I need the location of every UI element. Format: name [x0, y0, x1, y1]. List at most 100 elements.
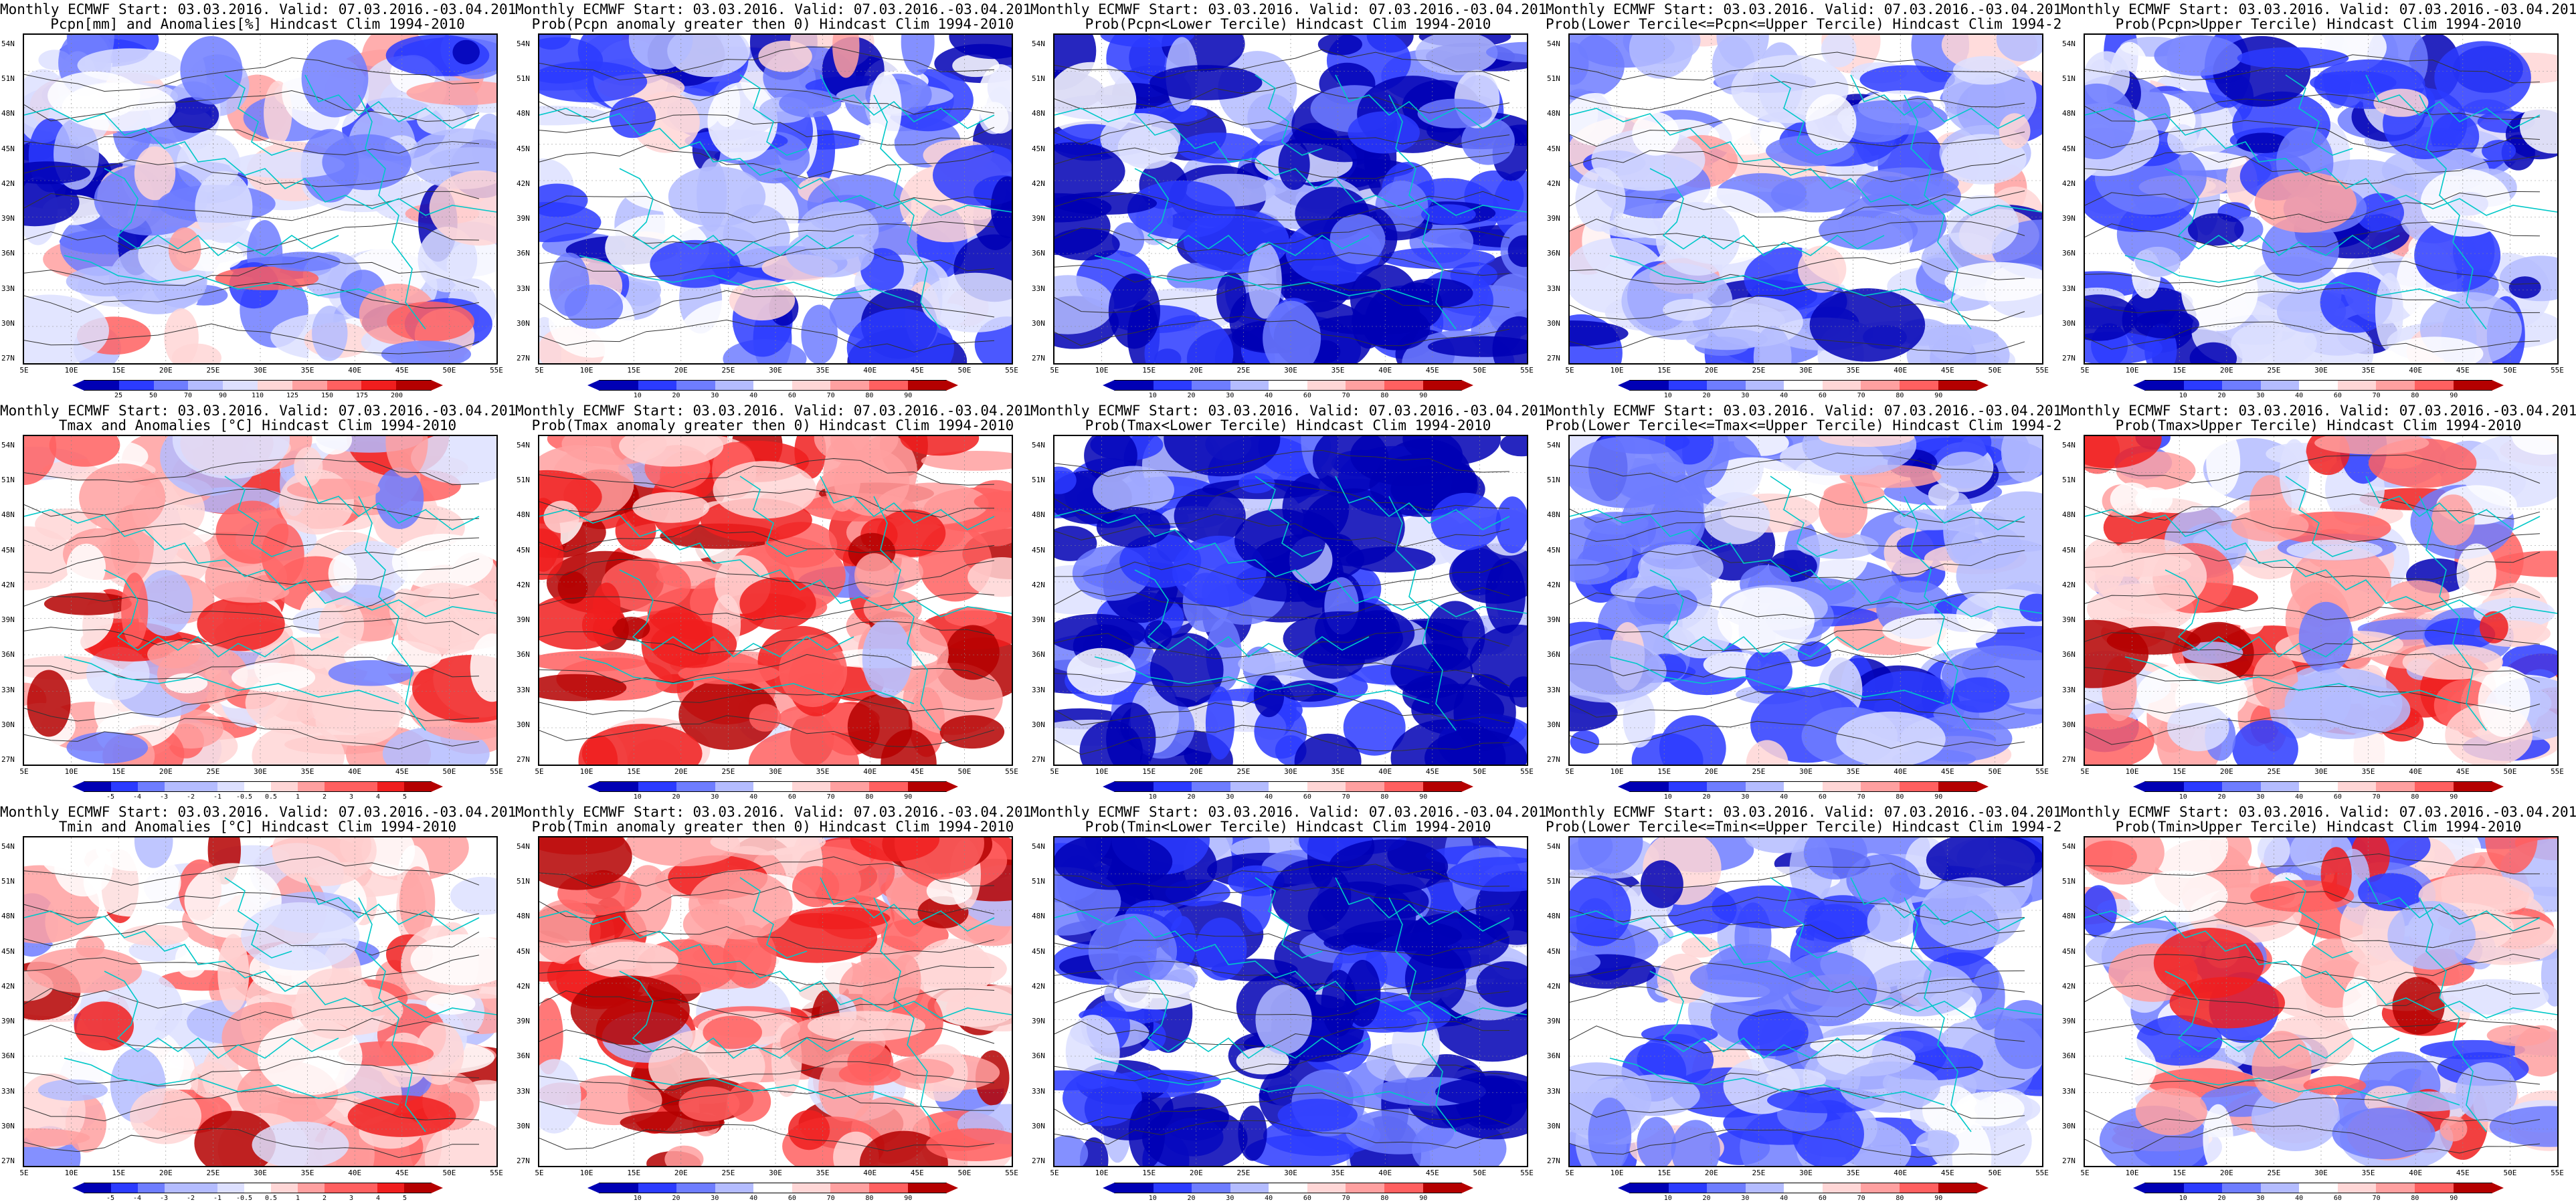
- field-cell: [1415, 35, 1498, 76]
- field-cell: [926, 876, 973, 905]
- latitude-label: 30N: [517, 720, 530, 729]
- field-cell: [426, 993, 476, 1015]
- coastline: [619, 168, 854, 257]
- field-cell: [1238, 651, 1306, 676]
- contour-line: [539, 525, 995, 554]
- colorbar-swatch: [907, 1183, 947, 1193]
- field-cell: [1321, 969, 1357, 1037]
- latitude-label: 48N: [2062, 510, 2076, 520]
- colorbar-swatch: [1861, 1183, 1900, 1193]
- longitude-label: 5E: [535, 366, 544, 375]
- longitude-label: 50E: [957, 767, 972, 776]
- colorbar-tick-label: 60: [1818, 392, 1827, 399]
- colorbar-tick-label: 30: [711, 1195, 719, 1202]
- colorbar-swatch: [351, 782, 378, 791]
- colorbar-tick-label: 20: [1702, 793, 1711, 801]
- latitude-label: 45N: [1547, 946, 1560, 956]
- latitude-label: 39N: [1, 615, 15, 625]
- colorbar-arrow-right: [2492, 380, 2504, 391]
- colorbar-swatch: [676, 381, 715, 390]
- contour-line: [24, 1056, 480, 1087]
- field-cell: [2203, 1104, 2233, 1166]
- field-cell: [24, 161, 91, 185]
- contour-line: [539, 1124, 995, 1152]
- longitude-label: 55E: [1520, 767, 1534, 776]
- latitude-label: 54N: [1032, 441, 1045, 449]
- forecast-panel: Monthly ECMWF Start: 03.03.2016. Valid: …: [515, 401, 1030, 803]
- colorbar-tick-label: 40: [1265, 1195, 1273, 1202]
- latitude-label: 42N: [1032, 580, 1045, 589]
- colorbar-tick-label: 40: [2295, 392, 2304, 399]
- latitude-label: 48N: [1, 109, 15, 118]
- latitude-label: 48N: [1, 912, 15, 921]
- map-field-svg: [2085, 436, 2557, 765]
- contour-line: [1054, 693, 1510, 726]
- field-cell: [2508, 276, 2541, 299]
- field-cell: [2310, 70, 2397, 94]
- contour-line: [2085, 1061, 2541, 1089]
- field-cell: [1278, 139, 1310, 190]
- colorbar-arrow-right: [2492, 781, 2504, 792]
- field-cell: [375, 467, 424, 529]
- field-cell: [2085, 1029, 2156, 1105]
- contour-line: [539, 1027, 995, 1054]
- contour-line: [539, 692, 995, 715]
- latitude-label: 45N: [1547, 545, 1560, 555]
- field-cell: [2254, 172, 2357, 233]
- colorbar-swatch: [715, 381, 754, 390]
- field-cell: [944, 607, 997, 627]
- coastline: [579, 255, 915, 303]
- colorbar-tick-label: 20: [1702, 392, 1711, 399]
- contour-line: [1054, 482, 1510, 516]
- field-cell: [229, 151, 345, 179]
- field-cell: [619, 436, 724, 467]
- panel-title-line1: Monthly ECMWF Start: 03.03.2016. Valid: …: [1030, 403, 1546, 419]
- coastline: [820, 877, 995, 932]
- field-cell: [429, 170, 496, 246]
- field-cell: [1999, 113, 2031, 149]
- field-cell: [406, 80, 496, 106]
- colorbar-tick-label: 90: [1419, 793, 1428, 801]
- field-cell: [1111, 222, 1145, 258]
- field-cell: [1283, 611, 1404, 666]
- field-cell: [2095, 538, 2207, 614]
- colorbar-tick-label: 20: [1187, 793, 1196, 801]
- longitude-label: 50E: [2503, 366, 2517, 375]
- contour-line: [1570, 325, 2025, 355]
- colorbar-swatch: [118, 381, 154, 390]
- colorbar-tick-label: 90: [904, 793, 913, 801]
- field-cell: [926, 1128, 1012, 1161]
- colorbar-swatch: [1899, 1183, 1938, 1193]
- longitude-label: 55E: [490, 767, 503, 776]
- contour-line: [539, 856, 995, 888]
- field-cell: [312, 681, 407, 734]
- field-cell: [593, 583, 621, 629]
- field-cell: [678, 679, 778, 750]
- colorbar-swatch: [1230, 1183, 1269, 1193]
- coastline: [1649, 168, 1885, 257]
- panel-title-line1: Monthly ECMWF Start: 03.03.2016. Valid: …: [0, 403, 515, 419]
- colorbar-tick-label: 30: [2256, 1195, 2265, 1202]
- field-cell: [859, 1130, 948, 1166]
- panel-title-line2: Prob(Pcpn>Upper Tercile) Hindcast Clim 1…: [2115, 16, 2522, 32]
- colorbar-ticks: 10 20 30 40 60 70 80 90: [599, 1195, 947, 1203]
- colorbar-swatch: [1938, 381, 1977, 390]
- coastline: [2165, 971, 2400, 1060]
- colorbar-ticks: 10 20 30 40 60 70 80 90: [2144, 1195, 2492, 1203]
- contour-line: [1570, 118, 2025, 147]
- colorbar-arrow-left: [2133, 380, 2145, 391]
- field-cell: [748, 729, 859, 765]
- contour-line: [539, 195, 995, 223]
- colorbar-tick-label: 60: [1303, 392, 1311, 399]
- field-cell: [1738, 1009, 1809, 1056]
- colorbar-arrow-left: [72, 380, 84, 391]
- contour-line: [2085, 488, 2541, 521]
- longitude-label: 40E: [863, 1169, 877, 1177]
- forecast-map: [23, 836, 498, 1167]
- colorbar-tick-label: 60: [1303, 793, 1311, 801]
- colorbar-ticks: -5 -4 -3 -2 -1 -0.5 0.5 1 2 3 4 5: [84, 793, 432, 801]
- contour-line: [1570, 720, 2025, 749]
- longitude-label: 25E: [206, 1169, 220, 1177]
- latitude-label: 36N: [1, 1051, 15, 1061]
- field-cell: [539, 61, 648, 102]
